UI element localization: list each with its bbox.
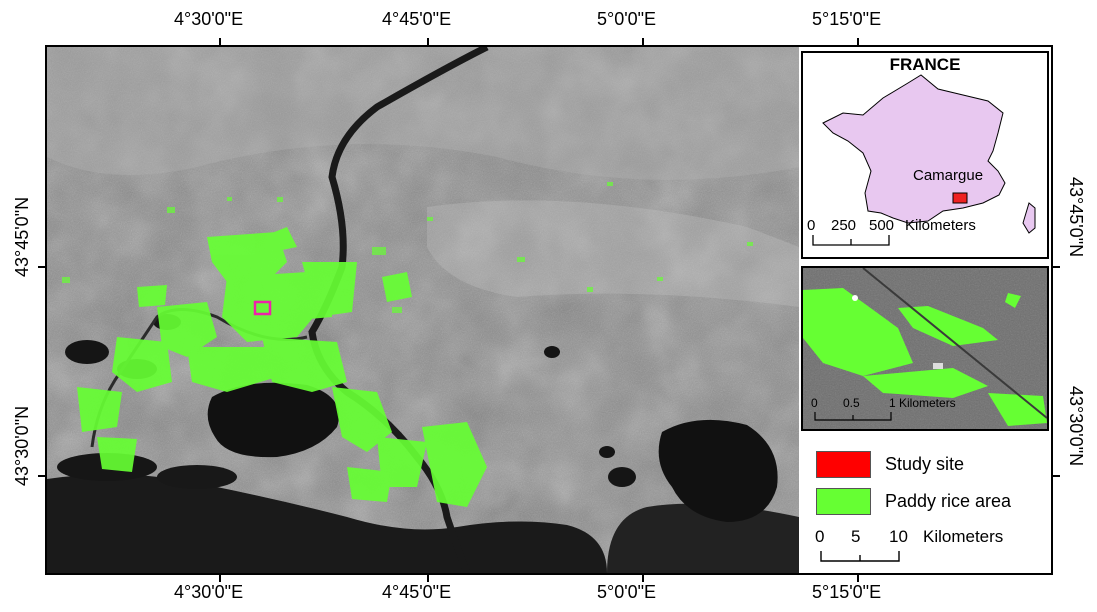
detail-image [803,268,1047,429]
tick-top-3 [642,38,644,46]
france-map [822,74,1036,234]
tick-bottom-2 [427,574,429,582]
satellite-image [47,47,799,573]
longitude-label-bottom-1: 4°30'0"E [174,582,244,602]
detail-scale-bar [814,412,892,421]
legend-scale-5: 5 [851,527,861,546]
tick-top-2 [427,38,429,46]
legend-swatch-paddy-rice [816,488,871,515]
legend-scale-0: 0 [815,527,825,546]
latitude-label-left-1: 43°45'0"N [12,196,32,277]
latitude-label-right-2: 43°30'0"N [1066,386,1086,467]
france-scale-0: 0 [807,217,816,234]
map-frame: FRANCE Camargue 0 250 500 Kilometers [45,45,1053,575]
longitude-label-top-4: 5°15'0"E [812,9,882,29]
tick-bottom-3 [642,574,644,582]
france-scale-unit: Kilometers [905,217,976,234]
legend-swatch-study-site [816,451,871,478]
latitude-label-left-2: 43°30'0"N [12,405,32,486]
study-site-marker [253,300,272,316]
legend-scale-10: 10 [889,527,908,546]
tick-right-2 [1052,475,1060,477]
inset-title: FRANCE [889,55,961,74]
tick-bottom-1 [219,574,221,582]
detail-inset: 0 0.5 1 Kilometers [801,266,1049,431]
detail-scale-unit: Kilometers [899,396,956,410]
longitude-label-top-3: 5°0'0"E [597,9,657,29]
region-label: Camargue [913,167,984,184]
tick-right-1 [1052,266,1060,268]
tick-left-2 [38,475,46,477]
longitude-label-bottom-3: 5°0'0"E [597,582,657,602]
legend: Study site Paddy rice area 0 5 10 Kilome… [801,439,1049,573]
legend-label-study-site: Study site [885,454,965,474]
longitude-label-top-2: 4°45'0"E [382,9,452,29]
france-scale-bar [812,235,890,246]
camargue-marker [952,192,968,204]
longitude-label-top-1: 4°30'0"E [174,9,244,29]
detail-scale-half: 0.5 [843,396,860,410]
france-inset: FRANCE Camargue 0 250 500 Kilometers [801,51,1049,259]
france-scale-250: 250 [831,217,857,234]
tick-top-4 [857,38,859,46]
longitude-label-bottom-2: 4°45'0"E [382,582,452,602]
tick-top-1 [219,38,221,46]
legend-label-paddy-rice: Paddy rice area [885,491,1012,511]
detail-scale-0: 0 [811,396,818,410]
detail-scale-1: 1 [889,396,896,410]
legend-scale-unit: Kilometers [923,527,1004,546]
tick-left-1 [38,266,46,268]
latitude-label-right-1: 43°45'0"N [1066,177,1086,258]
legend-scale-bar [820,551,900,562]
france-scale-500: 500 [869,217,895,234]
longitude-label-bottom-4: 5°15'0"E [812,582,882,602]
tick-bottom-4 [857,574,859,582]
